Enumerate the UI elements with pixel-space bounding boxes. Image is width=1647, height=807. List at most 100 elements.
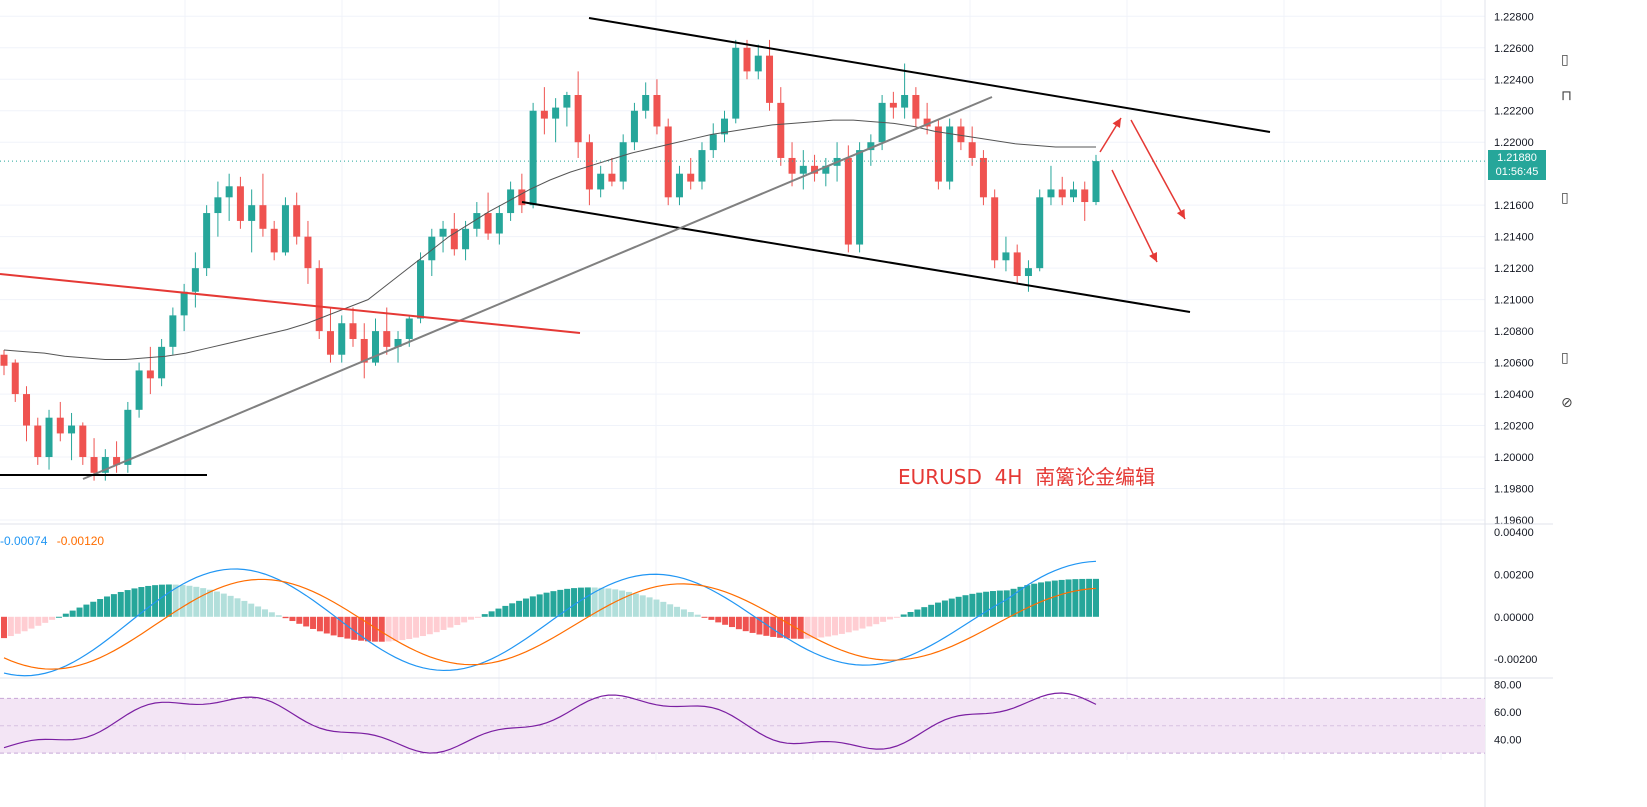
- arrow-up-head: [1112, 118, 1121, 128]
- candle-body: [934, 126, 942, 182]
- macd-histogram-bar: [605, 588, 612, 617]
- last-price: 1.21880: [1497, 152, 1537, 164]
- macd-histogram-bar: [186, 585, 193, 617]
- price-tick-label: 1.20600: [1494, 358, 1534, 370]
- macd-histogram-bar: [859, 616, 866, 629]
- macd-histogram-bar: [969, 593, 976, 617]
- macd-histogram-bar: [454, 616, 461, 626]
- macd-histogram-bar: [1058, 579, 1065, 617]
- candle-body: [56, 417, 64, 434]
- macd-histogram-bar: [241, 600, 248, 617]
- macd-histogram-bar: [873, 616, 880, 625]
- lock-icon[interactable]: ⊓: [1561, 88, 1572, 104]
- candle-body: [23, 394, 31, 426]
- macd-histogram-bar: [495, 608, 502, 617]
- rsi-tick-label: 60.00: [1494, 707, 1522, 719]
- macd-histogram-bar: [653, 599, 660, 617]
- candle-body: [428, 236, 436, 261]
- candle-body: [34, 425, 42, 458]
- macd-histogram-bar: [735, 616, 742, 630]
- eye-icon[interactable]: ▯: [1561, 190, 1569, 206]
- macd-histogram-bar: [687, 612, 694, 617]
- magnet-icon[interactable]: ▯: [1561, 52, 1569, 68]
- last-price-tag: 1.21880 01:56:45: [1488, 150, 1546, 180]
- arrow-down-2-head: [1149, 252, 1157, 262]
- macd-histogram-bar: [928, 604, 935, 617]
- macd-histogram-bar: [783, 616, 790, 639]
- macd-value: -0.00074: [0, 534, 48, 548]
- macd-histogram-bar: [838, 616, 845, 634]
- macd-histogram-bar: [1024, 585, 1031, 617]
- candle-body: [799, 165, 807, 174]
- macd-histogram-bar: [28, 616, 35, 629]
- candle-body: [1047, 189, 1055, 198]
- candle-body: [709, 134, 717, 151]
- right-toolbar: ▯ ⊓ ▯ ▯ ⊘: [1553, 0, 1647, 807]
- candle-body: [180, 291, 188, 316]
- ruler-icon[interactable]: ⊘: [1561, 395, 1573, 411]
- macd-histogram-bar: [165, 584, 172, 617]
- macd-histogram-bar: [845, 616, 852, 633]
- candle-body: [675, 173, 683, 198]
- macd-histogram-bar: [7, 616, 14, 637]
- macd-histogram-bar: [371, 616, 378, 642]
- signal-value: -0.00120: [56, 534, 105, 548]
- candle-body: [372, 331, 380, 363]
- arrow-down-1-shaft: [1130, 119, 1186, 220]
- macd-histogram-bar: [255, 606, 262, 617]
- macd-histogram-bar: [337, 616, 344, 638]
- macd-histogram-bar: [316, 616, 323, 632]
- candle-body: [281, 205, 289, 253]
- candle-body: [11, 362, 19, 395]
- ascending-trendline: [82, 96, 993, 480]
- macd-histogram-bar: [893, 616, 900, 618]
- macd-histogram-bar: [83, 604, 90, 617]
- price-tick-label: 1.22200: [1494, 106, 1534, 118]
- macd-histogram-bar: [275, 615, 282, 617]
- macd-histogram-bar: [90, 601, 97, 617]
- candle-body: [1036, 197, 1044, 269]
- price-tick-label: 1.21600: [1494, 200, 1534, 212]
- macd-histogram-bar: [557, 589, 564, 617]
- macd-histogram-bar: [392, 616, 399, 641]
- candle-body: [552, 107, 560, 119]
- macd-histogram-bar: [598, 587, 605, 617]
- macd-histogram-bar: [529, 596, 536, 617]
- macd-histogram-bar: [962, 595, 969, 617]
- candle-body: [68, 425, 76, 434]
- price-tick-label: 1.22000: [1494, 137, 1534, 149]
- rsi-tick-label: 40.00: [1494, 734, 1522, 746]
- candle-body: [811, 165, 819, 174]
- price-tick-label: 1.20200: [1494, 421, 1534, 433]
- candle-body: [158, 346, 166, 379]
- macd-histogram-bar: [832, 616, 839, 636]
- macd-histogram-bar: [419, 616, 426, 637]
- price-tick-label: 1.19600: [1494, 515, 1534, 527]
- macd-histogram-bar: [646, 597, 653, 617]
- candle-body: [687, 173, 695, 182]
- candle-body: [979, 157, 987, 198]
- macd-histogram-bar: [399, 616, 406, 641]
- macd-histogram-bar: [811, 616, 818, 639]
- macd-histogram-bar: [680, 609, 687, 617]
- candle-body: [766, 55, 774, 103]
- macd-histogram-bar: [976, 592, 983, 617]
- macd-histogram-bar: [1038, 582, 1045, 617]
- candle-body: [360, 338, 368, 363]
- macd-line: [3, 560, 1097, 677]
- price-tick-label: 1.20000: [1494, 452, 1534, 464]
- macd-histogram-bar: [742, 616, 749, 632]
- macd-histogram-bar: [447, 616, 454, 628]
- candle-body: [79, 425, 87, 458]
- macd-histogram-bar: [509, 603, 516, 617]
- trash-icon[interactable]: ▯: [1561, 350, 1569, 366]
- candle-body: [698, 150, 706, 182]
- macd-histogram-bar: [701, 616, 708, 618]
- candle-body: [113, 457, 121, 465]
- candle-body: [642, 95, 650, 111]
- candle-body: [946, 126, 954, 182]
- candle-body: [349, 323, 357, 339]
- macd-histogram-bar: [330, 616, 337, 636]
- rsi-line: [3, 692, 1097, 754]
